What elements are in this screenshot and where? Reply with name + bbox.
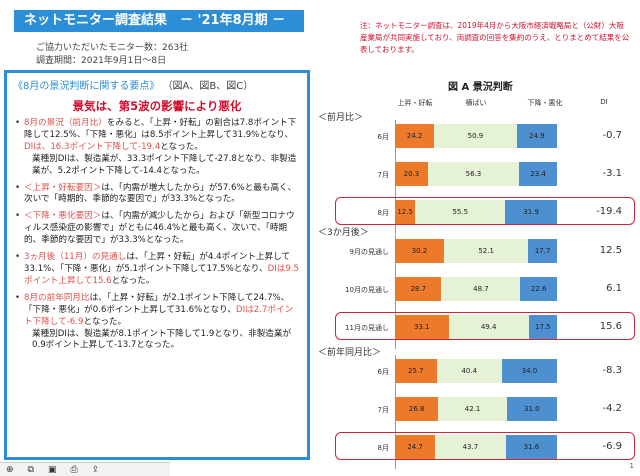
bar-segment-up: 26.8 <box>395 397 439 421</box>
bar-segment-down: 17.7 <box>528 239 557 263</box>
bar-segment-down: 22.6 <box>520 277 557 301</box>
share-icon[interactable]: ⇪ <box>91 464 100 475</box>
summary-bullets: 8月の景況（前月比）をみると、「上昇・好転」の割合は7.8ポイント下降して12.… <box>7 118 307 352</box>
bar-segment-down: 31.6 <box>505 435 557 459</box>
di-value: -6.9 <box>602 441 622 452</box>
stacked-bar: 20.3 56.3 23.4 <box>395 162 557 186</box>
bullet-down-factors: ＜下降・悪化要因＞は、「内需が減少したから」および「新型コロナウィルス感染症の影… <box>15 211 301 247</box>
zoom-icon[interactable]: ⊕ <box>6 464 14 475</box>
bullet-lead: 8月の景況（前月比） <box>24 118 107 128</box>
summary-heading: 《8月の景況判断に関する要点》 （図A、図B、図C） <box>7 73 307 92</box>
bullet-up-factors: ＜上昇・好転要因＞は、「内需が増大したから」が57.6%と最も高く、次いで「時期… <box>15 183 301 207</box>
bullet-monthly: 8月の景況（前月比）をみると、「上昇・好転」の割合は7.8ポイント下降して12.… <box>15 118 301 178</box>
print-icon[interactable]: ⎙ <box>70 464 78 475</box>
highlight-box <box>335 312 635 340</box>
row-label: 11月の見通し <box>345 324 389 332</box>
row-label: 7月 <box>377 406 389 414</box>
survey-note: 注：ネットモニター調査は、2019年4月から大阪市経済戦略局と（公財）大阪産業局… <box>360 21 630 54</box>
stacked-bar: 28.7 48.7 22.6 <box>395 277 557 301</box>
row-label: 6月 <box>377 133 389 141</box>
bullet-yoy: 8月の前年同月比は、「上昇・好転」が2.1ポイント下降して24.7%、「下降・悪… <box>15 293 301 353</box>
bullet-outlook: 3ヵ月後（11月）の見通しは、「上昇・好転」が4.4ポイント上昇して33.1%、… <box>15 252 301 288</box>
bullet-di: DIは2.7ポイント下降して-6.9 <box>24 304 294 327</box>
stacked-bar: 33.1 49.4 17.5 <box>395 315 557 339</box>
bar-segment-flat: 55.5 <box>415 200 506 224</box>
stacked-bar: 24.2 50.9 24.9 <box>395 124 557 148</box>
bullet-extra: 業種別DIは、製造業が、33.3ポイント下降して-27.8となり、非製造業が、5… <box>32 153 297 176</box>
bar-segment-up: 20.3 <box>395 162 428 186</box>
bar-segment-down: 23.4 <box>519 162 557 186</box>
bar-segment-up: 12.5 <box>395 200 416 224</box>
stacked-bar: 25.7 40.4 34.0 <box>395 359 557 383</box>
column-header: 横ばい <box>465 99 487 107</box>
highlight-box <box>335 432 635 460</box>
column-header: 上昇・好転 <box>397 99 433 107</box>
survey-period: 調査期間：2021年9月1日～8日 <box>36 56 167 66</box>
bar-segment-flat: 42.1 <box>438 397 507 421</box>
summary-headline: 景気は、第5波の影響により悪化 <box>72 99 242 113</box>
save-icon[interactable]: ▣ <box>47 464 57 475</box>
bar-segment-flat: 48.7 <box>441 277 521 301</box>
stacked-bar: 12.5 55.5 31.9 <box>395 200 557 224</box>
page-number: 1 <box>629 462 634 470</box>
bar-segment-up: 33.1 <box>395 315 449 339</box>
bar-segment-down: 17.5 <box>528 315 557 339</box>
bar-segment-flat: 49.4 <box>448 315 529 339</box>
bar-segment-flat: 56.3 <box>427 162 520 186</box>
stacked-bar: 30.2 52.1 17.7 <box>395 239 557 263</box>
bullet-lead: 8月の前年同月比 <box>24 292 90 303</box>
bullet-lead: 3ヵ月後（11月）の見通し <box>24 252 127 263</box>
bar-segment-up: 24.2 <box>395 124 435 148</box>
row-label: 7月 <box>377 171 389 179</box>
bullet-di: DIは9.5ポイント上昇して15.6 <box>24 263 299 286</box>
chart-title: 図 A 景況判断 <box>448 82 513 93</box>
bullet-lead: ＜下降・悪化要因＞ <box>24 211 102 222</box>
bar-segment-down: 31.9 <box>505 200 557 224</box>
bar-segment-up: 30.2 <box>395 239 444 263</box>
bar-segment-flat: 40.4 <box>436 359 502 383</box>
bullet-extra: 業種別DIは、製造業が8.1ポイント下降して1.9となり、非製造業が0.9ポイン… <box>32 328 292 351</box>
di-value: -4.2 <box>602 403 622 414</box>
column-header: 下降・悪化 <box>527 99 563 107</box>
row-label: 9月の見通し <box>349 248 389 256</box>
di-value: -8.3 <box>602 365 622 376</box>
bar-segment-flat: 52.1 <box>443 239 529 263</box>
report-title: ネットモニター調査結果 － '21年8月期 － <box>14 10 304 32</box>
di-value: 12.5 <box>599 245 622 256</box>
bar-segment-down: 31.0 <box>506 397 557 421</box>
row-label: 8月 <box>377 209 389 217</box>
column-header: DI <box>600 98 608 106</box>
respondent-count: ご協力いただいたモニター数：263社 <box>36 43 189 53</box>
di-value: 6.1 <box>606 283 622 294</box>
bar-segment-up: 24.7 <box>395 435 435 459</box>
di-value: -3.1 <box>602 168 622 179</box>
bar-segment-down: 34.0 <box>501 359 557 383</box>
bar-segment-up: 28.7 <box>395 277 442 301</box>
di-value: 15.6 <box>599 321 622 332</box>
bar-segment-up: 25.7 <box>395 359 437 383</box>
row-label: 6月 <box>377 368 389 376</box>
di-value: -0.7 <box>602 130 622 141</box>
row-label: 8月 <box>377 444 389 452</box>
bullet-lead: ＜上昇・好転要因＞ <box>24 182 102 193</box>
bar-segment-flat: 50.9 <box>434 124 517 148</box>
group-label: ＜前月比＞ <box>318 113 364 123</box>
summary-panel: 《8月の景況判断に関する要点》 （図A、図B、図C） 景気は、第5波の影響により… <box>4 70 310 460</box>
row-label: 10月の見通し <box>345 286 389 294</box>
pdf-toolbar: ⊕ ⧉ ▣ ⎙ ⇪ <box>0 462 170 476</box>
group-label: ＜3か月後＞ <box>318 228 369 238</box>
di-value: -19.4 <box>596 206 622 217</box>
bar-segment-flat: 43.7 <box>435 435 506 459</box>
copy-icon[interactable]: ⧉ <box>27 464 34 475</box>
bar-segment-down: 24.9 <box>516 124 557 148</box>
bullet-di: DIは、16.3ポイント下降して-19.4 <box>24 141 161 152</box>
stacked-bar: 24.7 43.7 31.6 <box>395 435 557 459</box>
stacked-bar: 26.8 42.1 31.0 <box>395 397 557 421</box>
summary-heading-refs: （図A、図B、図C） <box>162 81 254 92</box>
group-label: ＜前年同月比＞ <box>318 348 382 358</box>
summary-heading-main: 《8月の景況判断に関する要点》 <box>13 81 160 92</box>
highlight-box <box>335 197 635 225</box>
